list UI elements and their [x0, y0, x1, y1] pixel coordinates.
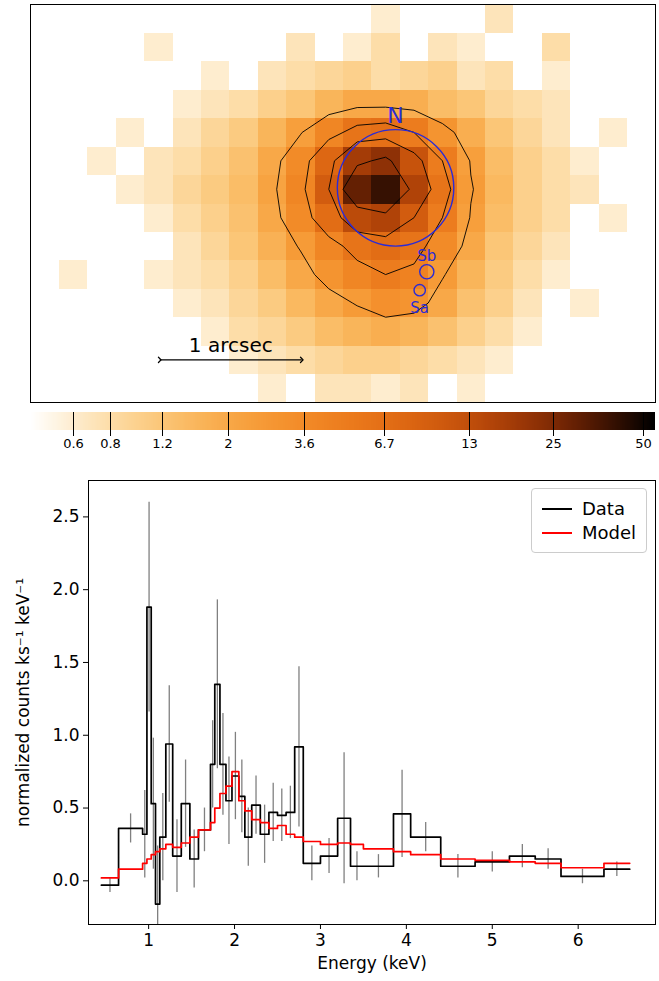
svg-text:0.5: 0.5 [52, 797, 79, 817]
svg-text:13: 13 [461, 436, 478, 451]
svg-text:5: 5 [487, 930, 498, 950]
svg-text:2.0: 2.0 [52, 579, 79, 599]
svg-text:1.0: 1.0 [52, 725, 79, 745]
html-text:Model: Model [582, 522, 636, 543]
svg-text:2.5: 2.5 [52, 506, 79, 526]
svg-text:1: 1 [143, 930, 154, 950]
svg-text:6.7: 6.7 [374, 436, 395, 451]
svg-text:2: 2 [224, 436, 232, 451]
svg-text:3.6: 3.6 [294, 436, 315, 451]
svg-text:1 arcsec: 1 arcsec [189, 333, 273, 357]
svg-text:normalized counts ks⁻¹ keV⁻¹: normalized counts ks⁻¹ keV⁻¹ [13, 578, 33, 827]
svg-text:1.2: 1.2 [152, 436, 173, 451]
svg-text:4: 4 [401, 930, 412, 950]
svg-text:Sb: Sb [417, 247, 436, 265]
svg-text:0.0: 0.0 [52, 870, 79, 890]
svg-text:0.6: 0.6 [63, 436, 84, 451]
svg-text:N: N [387, 103, 403, 128]
svg-text:50: 50 [635, 436, 652, 451]
svg-text:0.8: 0.8 [100, 436, 121, 451]
svg-text:3: 3 [315, 930, 326, 950]
svg-text:1.5: 1.5 [52, 652, 79, 672]
svg-text:Sa: Sa [410, 299, 429, 317]
svg-text:2: 2 [229, 930, 240, 950]
svg-text:6: 6 [573, 930, 584, 950]
svg-text:Energy (keV): Energy (keV) [317, 953, 427, 973]
svg-text:25: 25 [545, 436, 562, 451]
html-text:Data: Data [582, 498, 625, 519]
